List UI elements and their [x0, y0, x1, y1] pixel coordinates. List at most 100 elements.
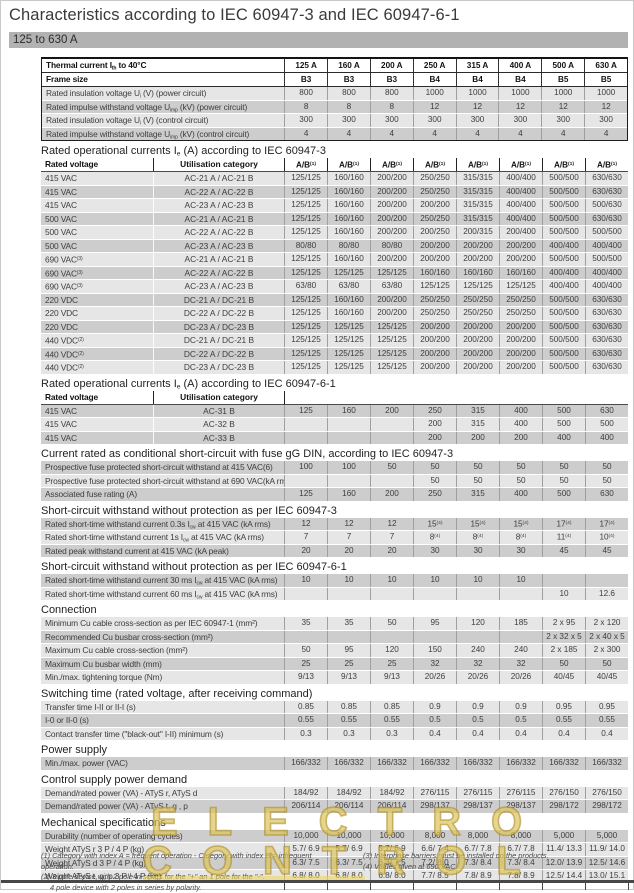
footnote-line: (3) Interphase barriers must be installe…	[363, 851, 613, 862]
cell-value: 20/26	[413, 671, 456, 684]
cell-value: 125/125	[284, 334, 327, 347]
cell-value: 315	[456, 488, 499, 501]
spec-row: Rated short-time withstand current 0.3s …	[41, 518, 628, 531]
cell-value: 20	[327, 545, 370, 558]
cell-value	[456, 588, 499, 601]
cell-value: 0.55	[284, 714, 327, 727]
section-title: Short-circuit withstand without protecti…	[41, 505, 628, 517]
cell-value	[413, 631, 456, 644]
cell-value: 0.4	[585, 728, 628, 741]
cell-value: 184/92	[370, 787, 413, 800]
cell-value: 35	[327, 617, 370, 630]
cell-value: 160/160	[499, 267, 542, 280]
cell-value: 12	[498, 101, 541, 114]
cell-value: 160/160	[327, 226, 370, 239]
cell-value: 250	[413, 488, 456, 501]
row-category: AC-21 A / AC-21 B	[153, 213, 284, 226]
cell-value: 125/125	[284, 199, 327, 212]
cell-value: 400	[499, 418, 542, 431]
cell-value: B3	[370, 73, 413, 86]
cell-value: 200 A	[370, 59, 413, 72]
cell-value: 500	[542, 418, 585, 431]
cell-value: 276/115	[456, 787, 499, 800]
cell-value: 10,000	[370, 830, 413, 843]
cell-value: 200/200	[456, 321, 499, 334]
cell-value: 9/13	[327, 671, 370, 684]
row-label: Frame size	[42, 73, 284, 86]
cell-value: 0.5	[456, 714, 499, 727]
cell-value: 800	[370, 87, 413, 100]
cell-value: 125/125	[284, 172, 327, 185]
cell-value: A/B(1)	[370, 158, 413, 171]
row-category: AC-22 A / AC-22 B	[153, 186, 284, 199]
cell-value: 50	[542, 475, 585, 488]
cell-value: 12	[327, 518, 370, 531]
cell-value: 200/200	[413, 253, 456, 266]
row-category: AC-22 A / AC-22 B	[153, 267, 284, 280]
cell-value: 125/125	[370, 361, 413, 374]
row-label: 500 VAC	[41, 240, 153, 253]
row-label: Rated impulse withstand voltage Uimp (kV…	[42, 101, 284, 114]
cell-value	[370, 475, 413, 488]
column-tick	[542, 883, 543, 890]
cell-value: 45	[542, 545, 585, 558]
row-category: AC-23 A / AC-23 B	[153, 240, 284, 253]
cell-value	[585, 574, 628, 587]
cell-value: 500/500	[542, 253, 585, 266]
cell-value: 500/500	[542, 226, 585, 239]
cell-value: 0.9	[499, 701, 542, 714]
cell-value	[413, 588, 456, 601]
cell-value: 500/500	[542, 172, 585, 185]
cell-value: 8(4)	[413, 531, 456, 544]
cell-value: 160	[327, 405, 370, 418]
row-label: Rated voltage	[41, 158, 153, 171]
cell-value: 400/400	[499, 199, 542, 212]
cell-value: 250/250	[499, 307, 542, 320]
row-label: Prospective fuse protected short-circuit…	[41, 461, 284, 474]
cell-value: 32	[456, 658, 499, 671]
cell-value: 12	[284, 518, 327, 531]
footnote-line: (4) Values given at 690 VAC.	[363, 862, 613, 873]
cell-value: B4	[498, 73, 541, 86]
cell-value: 17(4)	[542, 518, 585, 531]
cell-value: 30	[456, 545, 499, 558]
row-label: Rated insulation voltage Ui (V) (control…	[42, 114, 284, 127]
cell-value: 32	[499, 658, 542, 671]
row-label: 415 VAC	[41, 172, 153, 185]
cell-value: 500/500	[542, 348, 585, 361]
cell-value	[327, 432, 370, 445]
cell-value: 166/332	[585, 757, 628, 770]
cell-value: 200/200	[456, 361, 499, 374]
cell-value: 8,000	[499, 830, 542, 843]
page-title: Characteristics according to IEC 60947-3…	[9, 6, 460, 25]
cell-value: 10	[327, 574, 370, 587]
cell-value	[284, 475, 327, 488]
row-label: Minimum Cu cable cross-section as per IE…	[41, 617, 284, 630]
cell-value: 125/125	[327, 348, 370, 361]
cell-value: 50	[456, 461, 499, 474]
cell-value: 298/137	[499, 800, 542, 813]
cell-value: 50	[456, 475, 499, 488]
cell-value: 400/400	[585, 267, 628, 280]
cell-value: 12	[456, 101, 499, 114]
section-title: Current rated as conditional short-circu…	[41, 448, 628, 460]
cell-value: 125/125	[456, 280, 499, 293]
cell-value: 63/80	[370, 280, 413, 293]
cell-value: 4	[413, 128, 456, 141]
cell-value: 400	[542, 432, 585, 445]
cell-value: A/B(1)	[499, 158, 542, 171]
cell-value: 0.3	[327, 728, 370, 741]
row-label: Rated short-time withstand current 0.3s …	[41, 518, 284, 531]
cell-value: 630/630	[585, 186, 628, 199]
cell-value: 12	[584, 101, 627, 114]
cell-value: 7	[284, 531, 327, 544]
cell-value: 125/125	[284, 186, 327, 199]
